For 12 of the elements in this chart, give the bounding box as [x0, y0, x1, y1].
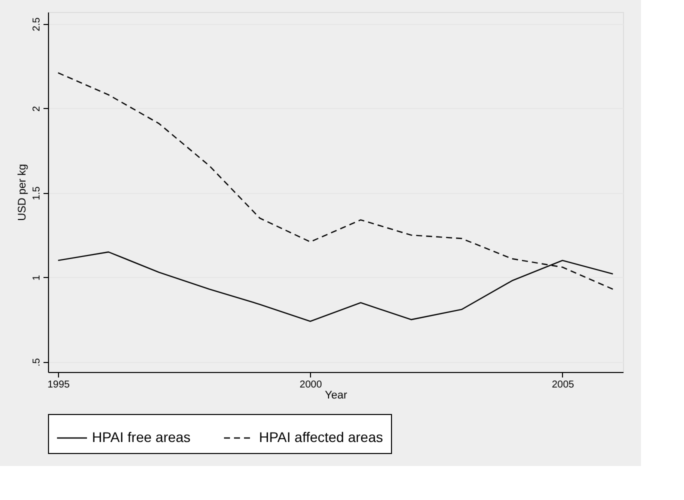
y-tick-label: 1 [32, 274, 42, 281]
x-tick-label: 2005 [552, 380, 575, 390]
x-tick-label: 2000 [300, 380, 322, 390]
legend-label: HPAI free areas [92, 429, 191, 445]
y-axis-title: USD per kg [16, 164, 28, 221]
y-tick-label: .5 [32, 358, 42, 367]
y-tick-label: 2.5 [32, 16, 42, 32]
y-tick-label: 2 [32, 106, 42, 112]
y-tick-label: 1.5 [32, 186, 42, 200]
x-tick-label: 1995 [47, 380, 70, 390]
legend-label: HPAI affected areas [259, 429, 383, 445]
x-axis-title: Year [324, 390, 348, 402]
